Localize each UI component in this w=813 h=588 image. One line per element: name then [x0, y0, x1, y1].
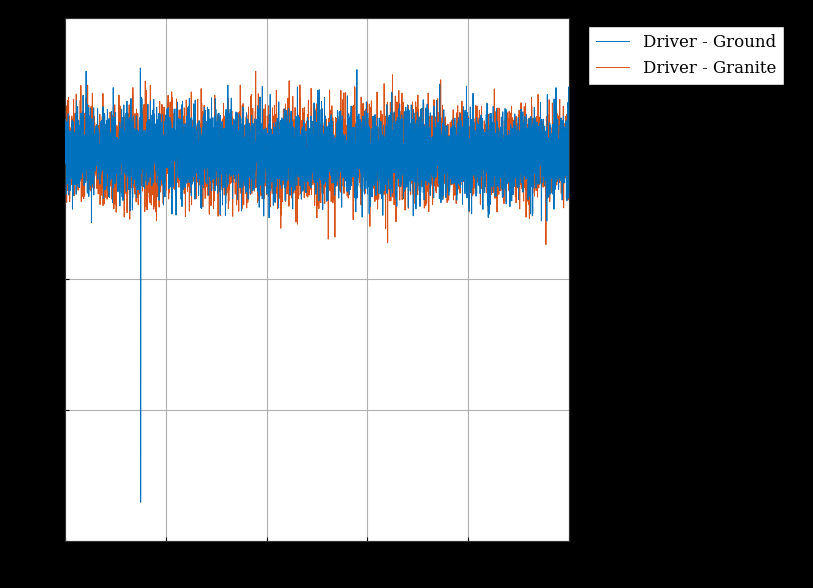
Driver - Ground	[363, 191, 372, 198]
Driver - Granite	[437, 153, 446, 160]
Driver - Granite	[475, 137, 485, 144]
Driver - Ground	[152, 156, 162, 163]
Driver - Granite	[60, 160, 70, 167]
Driver - Ground	[60, 139, 70, 146]
Driver - Granite	[388, 193, 398, 201]
Driver - Ground	[475, 116, 485, 123]
Driver - Granite	[250, 68, 260, 75]
Driver - Granite	[152, 111, 162, 118]
Driver - Ground	[253, 136, 263, 143]
Driver - Granite	[363, 102, 372, 109]
Driver - Granite	[541, 241, 550, 248]
Driver - Ground	[388, 127, 398, 134]
Line: Driver - Granite: Driver - Granite	[65, 71, 569, 245]
Line: Driver - Ground: Driver - Ground	[65, 68, 569, 502]
Driver - Ground	[437, 193, 446, 200]
Driver - Granite	[564, 135, 574, 142]
Legend: Driver - Ground, Driver - Granite: Driver - Ground, Driver - Granite	[588, 26, 785, 85]
Driver - Ground	[136, 499, 146, 506]
Driver - Granite	[253, 119, 263, 126]
Driver - Ground	[564, 168, 574, 175]
Driver - Ground	[136, 65, 146, 72]
